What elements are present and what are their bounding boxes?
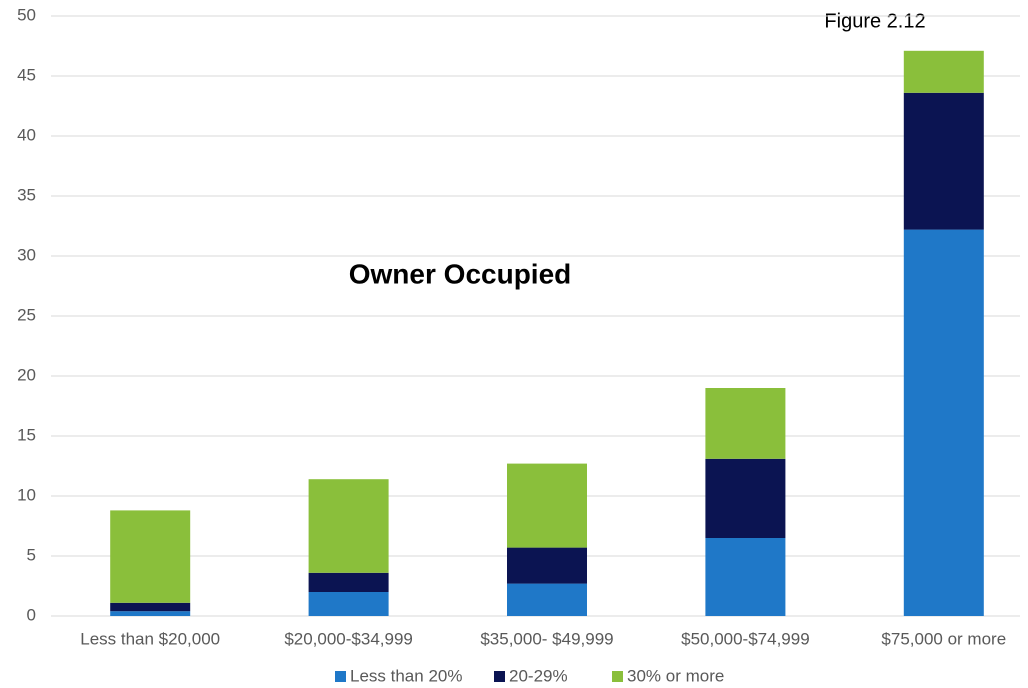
chart-title: Owner Occupied: [349, 258, 572, 289]
legend-label: 20-29%: [509, 666, 568, 685]
x-tick-label: $50,000-$74,999: [681, 629, 810, 648]
bar-segment: [705, 538, 786, 616]
legend-label: Less than 20%: [350, 666, 462, 685]
y-tick-label: 5: [27, 545, 36, 564]
bar-segment: [110, 602, 191, 612]
bar-segment: [705, 458, 786, 538]
bar-segment: [308, 592, 389, 616]
y-tick-label: 45: [17, 65, 36, 84]
x-tick-label: $75,000 or more: [881, 629, 1006, 648]
legend-swatch: [612, 671, 623, 682]
bar-segment: [507, 547, 587, 584]
bar-segment: [507, 583, 587, 616]
x-tick-label: Less than $20,000: [80, 629, 220, 648]
y-tick-label: 30: [17, 245, 36, 264]
y-tick-label: 20: [17, 365, 36, 384]
legend-label: 30% or more: [627, 666, 724, 685]
y-tick-label: 10: [17, 485, 36, 504]
bar-segment: [903, 92, 984, 230]
bar-segment: [308, 572, 389, 592]
bar-segment: [110, 510, 191, 603]
y-tick-label: 40: [17, 125, 36, 144]
bar-segment: [507, 463, 587, 548]
bar-segment: [903, 50, 984, 93]
legend-swatch: [335, 671, 346, 682]
legend-swatch: [494, 671, 505, 682]
x-tick-label: $20,000-$34,999: [284, 629, 413, 648]
y-tick-label: 0: [27, 605, 36, 624]
bar-segment: [705, 388, 786, 459]
figure-label: Figure 2.12: [824, 10, 925, 32]
bar-segment: [903, 229, 984, 616]
y-tick-label: 25: [17, 305, 36, 324]
y-tick-label: 15: [17, 425, 36, 444]
y-tick-label: 50: [17, 5, 36, 24]
x-tick-label: $35,000- $49,999: [480, 629, 613, 648]
bar-segment: [110, 611, 191, 616]
y-tick-label: 35: [17, 185, 36, 204]
bar-segment: [308, 479, 389, 573]
